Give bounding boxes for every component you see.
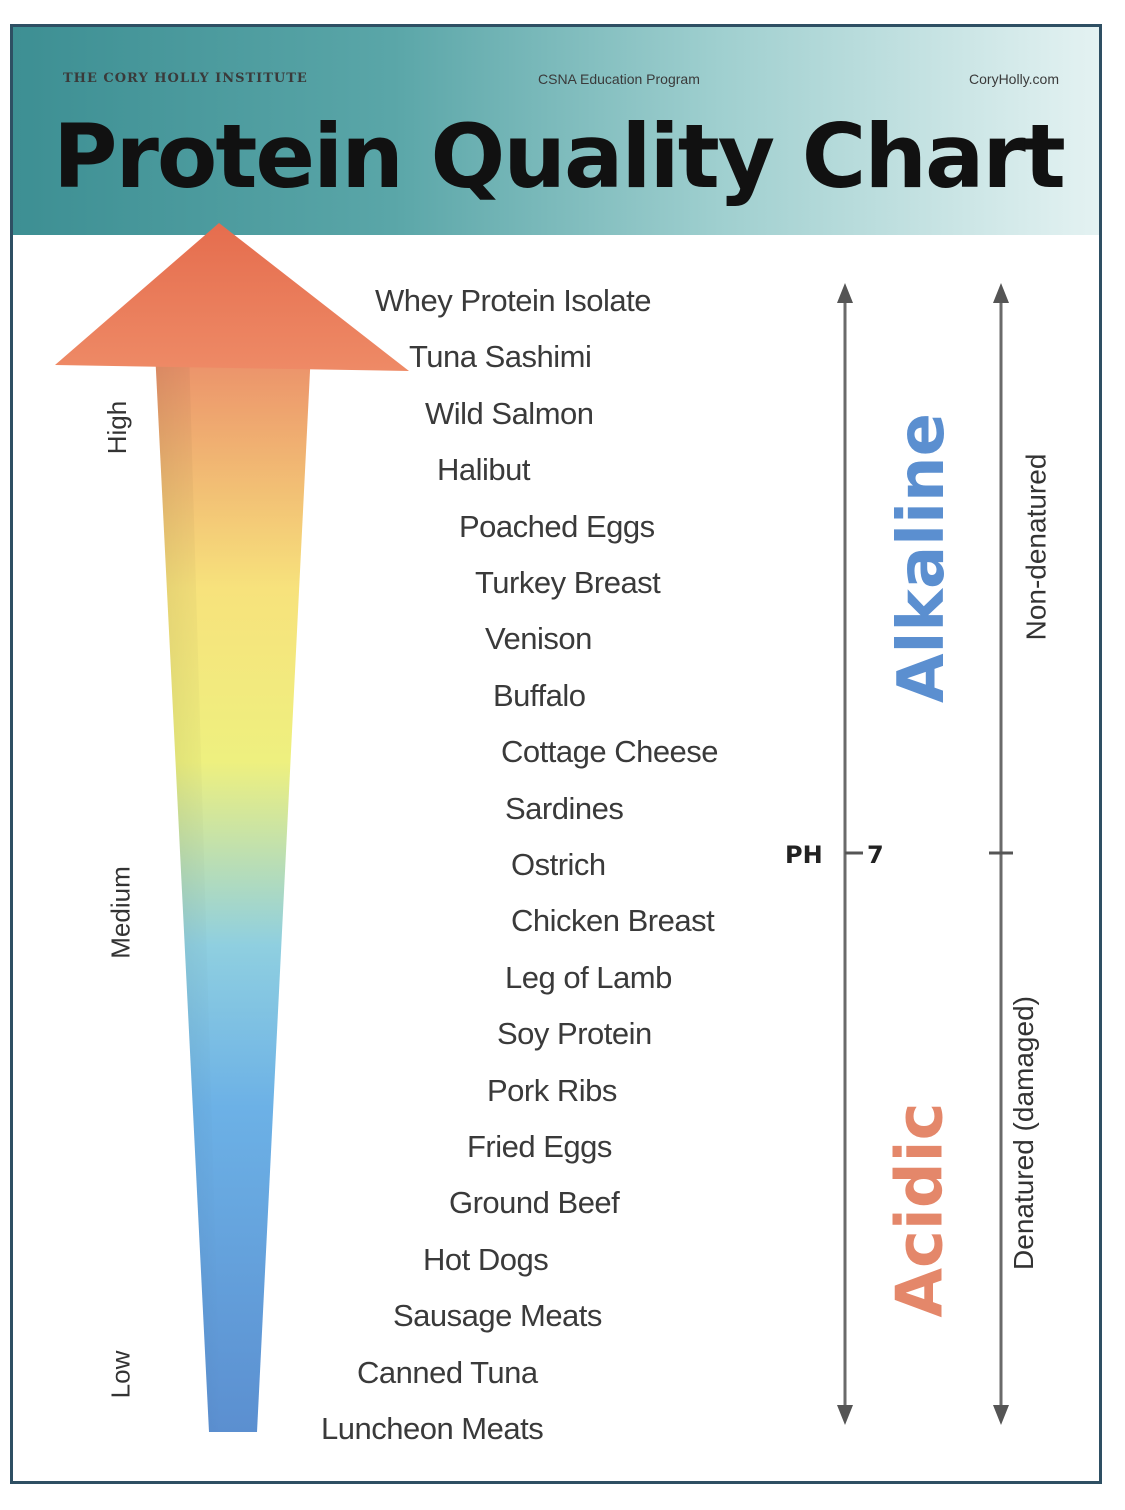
denature-bottom-arrowhead	[993, 1405, 1009, 1425]
protein-item: Leg of Lamb	[505, 959, 672, 995]
protein-item: Pork Ribs	[487, 1072, 617, 1108]
arrow-head	[55, 223, 409, 371]
quality-arrow	[55, 223, 1013, 1432]
protein-item: Sausage Meats	[393, 1298, 602, 1334]
page-title: Protein Quality Chart	[53, 105, 1066, 208]
denature-top-arrowhead	[993, 283, 1009, 303]
scale-low-label: Low	[105, 1350, 136, 1399]
ph-value: 7	[867, 841, 884, 869]
scale-high-label: High	[102, 400, 133, 455]
protein-item: Poached Eggs	[459, 508, 655, 544]
protein-item: Whey Protein Isolate	[375, 283, 652, 318]
protein-item: Turkey Breast	[475, 565, 661, 600]
protein-item: Sardines	[505, 790, 624, 826]
protein-item: Venison	[485, 621, 592, 657]
protein-item: Tuna Sashimi	[409, 339, 592, 375]
protein-item: Ground Beef	[449, 1185, 620, 1221]
scale-medium-label: Medium	[105, 866, 136, 959]
arrow-shaft-shade	[155, 351, 221, 1432]
protein-item: Ostrich	[511, 847, 606, 882]
acidic-label: Acidic	[883, 1102, 958, 1318]
axis-bottom-arrowhead	[837, 1405, 853, 1425]
axis-top-arrowhead	[837, 283, 853, 303]
protein-item: Cottage Cheese	[501, 734, 719, 770]
ph-label: PH	[785, 841, 823, 869]
protein-item: Fried Eggs	[467, 1129, 612, 1164]
chart-frame: THE CORY HOLLY INSTITUTE CSNA Education …	[10, 24, 1102, 1484]
protein-item: Hot Dogs	[423, 1241, 549, 1277]
program-name: CSNA Education Program	[538, 71, 700, 87]
protein-item: Luncheon Meats	[321, 1411, 544, 1446]
protein-item: Soy Protein	[497, 1016, 652, 1052]
header-banner: THE CORY HOLLY INSTITUTE CSNA Education …	[13, 27, 1099, 235]
protein-item: Buffalo	[493, 677, 586, 713]
non-denatured-label: Non-denatured	[1020, 453, 1052, 641]
protein-item: Chicken Breast	[511, 903, 715, 939]
protein-item: Halibut	[437, 452, 531, 488]
protein-item: Wild Salmon	[425, 395, 594, 431]
website-link[interactable]: CoryHolly.com	[969, 71, 1059, 87]
protein-item: Canned Tuna	[357, 1354, 538, 1390]
institute-name: THE CORY HOLLY INSTITUTE	[63, 71, 308, 86]
alkaline-label: Alkaline	[885, 412, 960, 704]
denatured-label: Denatured (damaged)	[1007, 996, 1039, 1270]
